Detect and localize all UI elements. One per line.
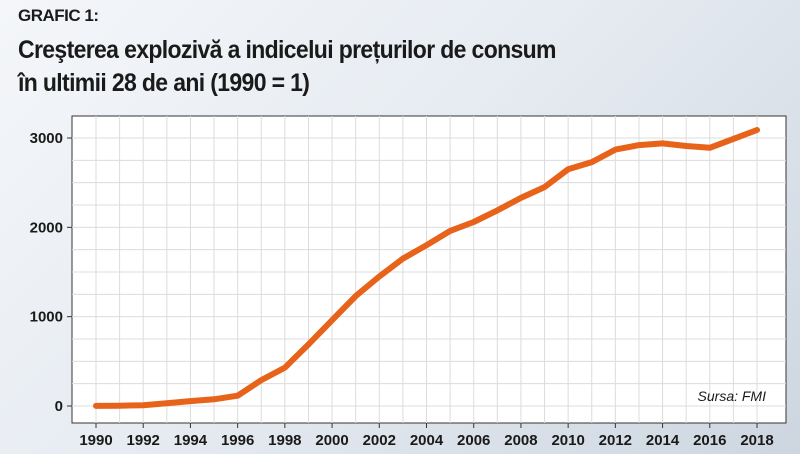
data-point-1999	[306, 341, 311, 347]
data-point-2018	[754, 127, 760, 133]
data-point-1998	[282, 365, 288, 371]
y-tick-label-1000: 1000	[30, 309, 63, 326]
x-tick-label-1998: 1998	[268, 432, 301, 449]
data-point-1993	[164, 400, 170, 406]
x-tick-label-2000: 2000	[315, 432, 348, 449]
horizontal-gridlines	[72, 137, 786, 407]
x-tick-label-2014: 2014	[646, 432, 680, 449]
data-point-2003	[400, 256, 406, 262]
data-point-2016	[707, 145, 713, 151]
chart-title: Creşterea explozivă a indicelui prețuril…	[18, 34, 717, 100]
vertical-gridlines	[95, 116, 758, 423]
y-tick-label-2000: 2000	[30, 219, 63, 236]
data-point-2001	[353, 293, 359, 299]
data-point-2005	[447, 228, 453, 234]
data-point-2007	[494, 207, 500, 213]
data-point-2008	[518, 195, 524, 201]
plot-area	[71, 115, 787, 424]
x-tick-label-1996: 1996	[221, 432, 254, 449]
x-tick-label-2002: 2002	[363, 432, 396, 449]
data-point-2012	[612, 147, 618, 153]
x-tick-label-2010: 2010	[551, 432, 584, 449]
x-tick-label-2012: 2012	[599, 432, 632, 449]
data-point-2014	[660, 140, 666, 146]
x-axis-ticks: 1990 1992 1994 1996 1998 2000 2002 2004 2006 2008…	[79, 423, 774, 449]
data-point-2017	[730, 136, 736, 142]
data-point-1990	[93, 403, 99, 409]
chart-title-line-1: Creşterea explozivă a indicelui prețuril…	[18, 36, 557, 64]
x-tick-label-2016: 2016	[693, 432, 726, 449]
data-point-1995	[211, 396, 217, 402]
x-tick-label-2018: 2018	[740, 432, 773, 449]
data-point-2011	[589, 159, 595, 165]
x-tick-label-2004: 2004	[410, 432, 444, 449]
data-point-1992	[140, 402, 146, 408]
chart-title-line-2: în ultimii 28 de ani (1990 = 1)	[18, 69, 310, 97]
data-point-1997	[258, 377, 264, 383]
data-point-1994	[187, 398, 193, 404]
y-tick-label-0: 0	[55, 398, 63, 415]
data-point-2004	[424, 242, 429, 248]
x-tick-label-2008: 2008	[504, 432, 537, 449]
y-axis-ticks: 0 1000 2000 3000	[30, 130, 72, 415]
data-point-2010	[565, 166, 571, 172]
series-layer	[93, 127, 760, 409]
data-point-2013	[636, 142, 642, 148]
figure-label: GRAFIC 1:	[18, 6, 99, 25]
source-annotation: Sursa: FMI	[698, 388, 767, 404]
data-point-2000	[329, 317, 335, 323]
data-point-2002	[376, 274, 382, 279]
x-tick-label-1994: 1994	[174, 432, 208, 449]
data-point-1996	[235, 393, 241, 399]
x-tick-label-1990: 1990	[79, 432, 112, 449]
data-point-1991	[117, 403, 123, 409]
y-tick-label-3000: 3000	[30, 130, 63, 147]
x-tick-label-1992: 1992	[127, 432, 160, 449]
data-point-2015	[683, 143, 689, 149]
x-tick-label-2006: 2006	[457, 432, 490, 449]
data-point-2006	[471, 219, 477, 225]
data-point-2009	[542, 184, 547, 190]
